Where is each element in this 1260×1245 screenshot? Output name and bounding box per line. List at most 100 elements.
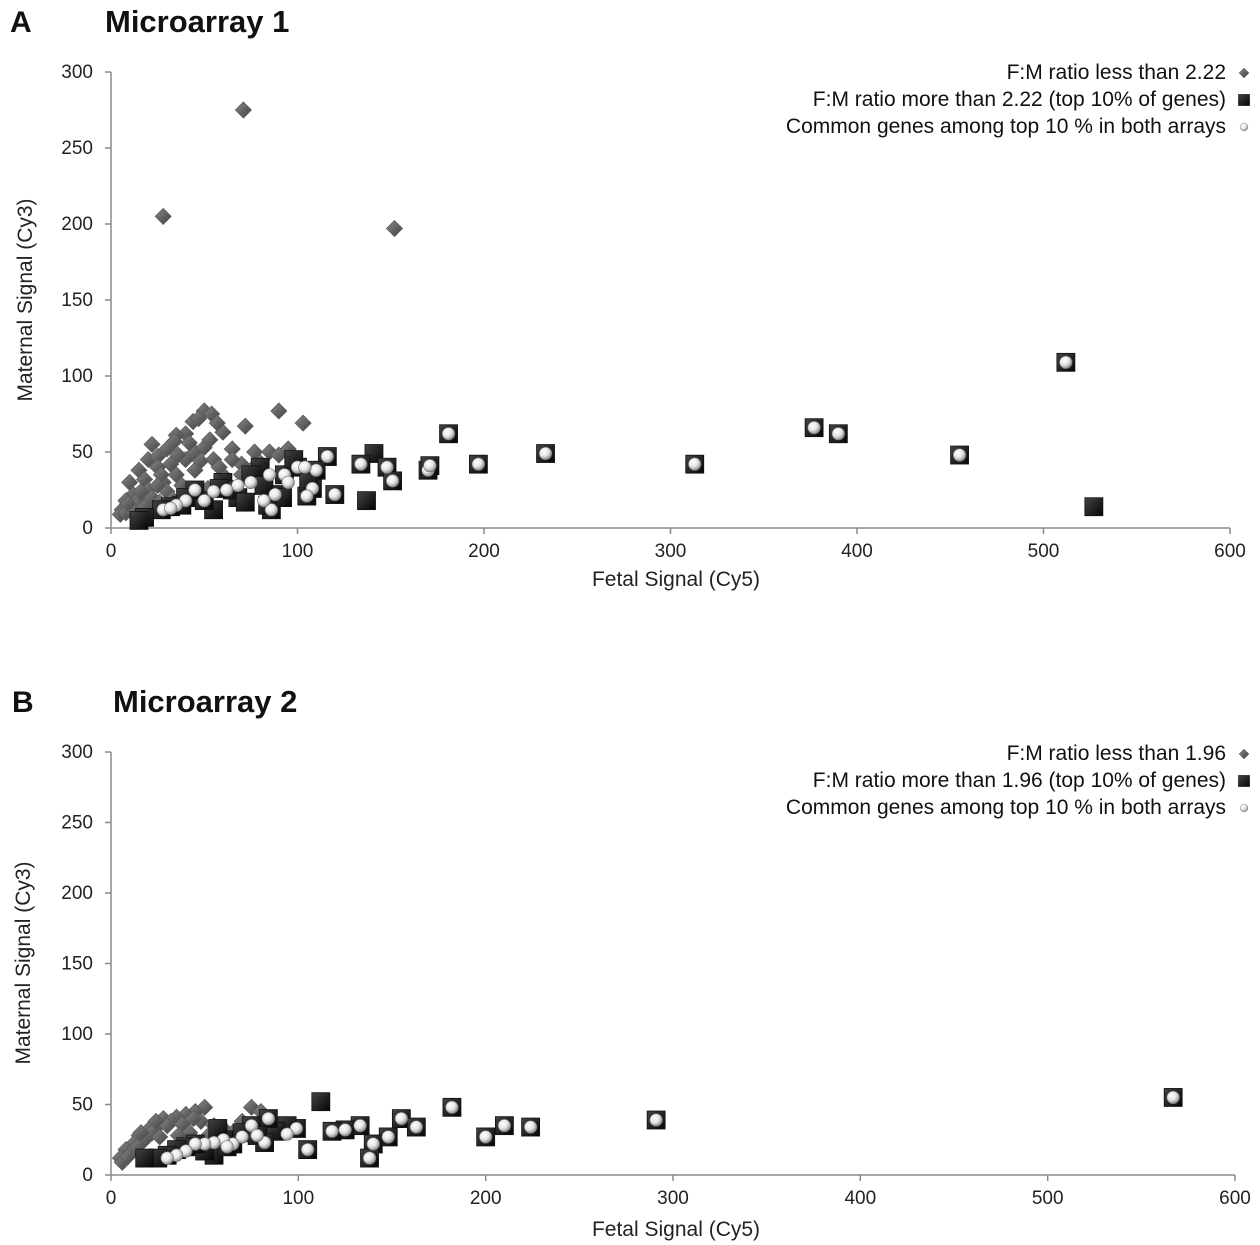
sphere-point	[688, 458, 701, 471]
diamond-point	[237, 418, 253, 434]
sphere-point	[472, 458, 485, 471]
y-tick-label: 0	[82, 1165, 93, 1186]
diamond-point	[295, 415, 311, 431]
y-axis-label-a: Maternal Signal (Cy3)	[14, 198, 37, 401]
legend-square-marker	[1238, 94, 1249, 105]
sphere-point	[164, 502, 177, 515]
y-tick-label: 150	[61, 954, 93, 975]
y-tick-label: 50	[72, 1095, 93, 1116]
sphere-point	[198, 494, 211, 507]
y-tick-label: 200	[61, 883, 93, 904]
sphere-point	[321, 450, 334, 463]
square-point	[130, 511, 148, 529]
y-tick-labels-b: 0 50 100 150 200 250 300	[61, 742, 93, 1186]
y-tick-label: 150	[61, 290, 93, 311]
sphere-point	[263, 469, 276, 482]
sphere-point	[251, 1129, 264, 1142]
sphere-point	[524, 1121, 537, 1134]
sphere-point	[479, 1131, 492, 1144]
sphere-point	[326, 1125, 339, 1138]
sphere-point	[220, 484, 233, 497]
square-point	[236, 493, 254, 511]
sphere-point	[386, 475, 399, 488]
x-tick-label: 0	[106, 1188, 117, 1209]
sphere-point	[301, 1143, 314, 1156]
sphere-point	[269, 488, 282, 501]
x-tick-label: 100	[282, 541, 314, 562]
sphere-point	[281, 1128, 294, 1141]
y-tick-label: 100	[61, 1024, 93, 1045]
sphere-point	[339, 1124, 352, 1137]
series-sphere-a	[157, 356, 1072, 516]
sphere-point	[232, 479, 245, 492]
diamond-point	[235, 102, 251, 118]
y-tick-label: 250	[61, 813, 93, 834]
sphere-point	[329, 488, 342, 501]
square-point	[1085, 498, 1103, 516]
plot-points-b	[112, 1088, 1182, 1170]
sphere-point	[245, 476, 258, 489]
sphere-point	[498, 1119, 511, 1132]
legend-sphere-marker	[1240, 804, 1248, 812]
legend-sphere-marker	[1240, 123, 1248, 131]
sphere-point	[258, 494, 271, 507]
x-tick-label: 500	[1032, 1188, 1064, 1209]
panel-letter-b: B	[12, 686, 34, 719]
x-tick-label: 200	[470, 1188, 502, 1209]
sphere-point	[310, 464, 323, 477]
x-tick-label: 500	[1028, 541, 1060, 562]
y-tick-label: 250	[61, 138, 93, 159]
sphere-point	[299, 461, 312, 474]
y-tick-label: 50	[72, 442, 93, 463]
x-tick-label: 600	[1214, 541, 1246, 562]
legend-entry-sphere-b: Common genes among top 10 % in both arra…	[786, 796, 1226, 819]
square-point	[312, 1093, 330, 1111]
panel-b: B Microarray 2 0 50 100 150 200 250 300 0 100 20…	[12, 684, 1251, 1241]
legend-square-marker	[1238, 775, 1249, 786]
sphere-point	[953, 449, 966, 462]
x-axis-label-b: Fetal Signal (Cy5)	[592, 1218, 760, 1241]
x-tick-label: 300	[657, 1188, 689, 1209]
chart-title-a: Microarray 1	[105, 4, 289, 39]
axes-a	[105, 72, 1230, 534]
y-tick-label: 0	[82, 518, 93, 539]
y-tick-label: 100	[61, 366, 93, 387]
sphere-point	[262, 1112, 275, 1125]
legend-entry-sphere-a: Common genes among top 10 % in both arra…	[786, 115, 1226, 138]
x-tick-labels-a: 0 100 200 300 400 500 600	[106, 541, 1246, 562]
x-tick-label: 400	[844, 1188, 876, 1209]
sphere-point	[381, 461, 394, 474]
sphere-point	[354, 1119, 367, 1132]
diamond-point	[271, 403, 287, 419]
sphere-point	[282, 476, 295, 489]
sphere-point	[1167, 1091, 1180, 1104]
panel-letter-a: A	[10, 6, 32, 39]
legend-a: F:M ratio less than 2.22 F:M ratio more …	[786, 61, 1250, 138]
chart-title-b: Microarray 2	[113, 684, 297, 719]
series-square-a	[130, 353, 1103, 529]
y-tick-label: 300	[61, 62, 93, 83]
panel-a: A Microarray 1 0 50 100 150 200 250 300 0 100 20…	[10, 4, 1250, 591]
square-point	[136, 1149, 154, 1167]
x-tick-labels-b: 0 100 200 300 400 500 600	[106, 1188, 1251, 1209]
sphere-point	[410, 1121, 423, 1134]
legend-b: F:M ratio less than 1.96 F:M ratio more …	[786, 742, 1250, 819]
x-tick-label: 400	[841, 541, 873, 562]
sphere-point	[832, 427, 845, 440]
sphere-point	[363, 1152, 376, 1165]
sphere-point	[424, 459, 437, 472]
sphere-point	[367, 1138, 380, 1151]
y-tick-label: 300	[61, 742, 93, 763]
sphere-point	[650, 1114, 663, 1127]
sphere-point	[221, 1141, 234, 1154]
x-tick-label: 100	[282, 1188, 314, 1209]
y-axis-label-b: Maternal Signal (Cy3)	[12, 861, 35, 1064]
y-tick-labels-a: 050100150200250300	[61, 62, 93, 539]
legend-entry-square-a: F:M ratio more than 2.22 (top 10% of gen…	[813, 88, 1226, 111]
legend-entry-diamond-b: F:M ratio less than 1.96	[1007, 742, 1226, 765]
diamond-point	[155, 208, 171, 224]
legend-diamond-marker	[1239, 749, 1249, 759]
sphere-point	[355, 458, 368, 471]
x-tick-label: 0	[106, 541, 117, 562]
